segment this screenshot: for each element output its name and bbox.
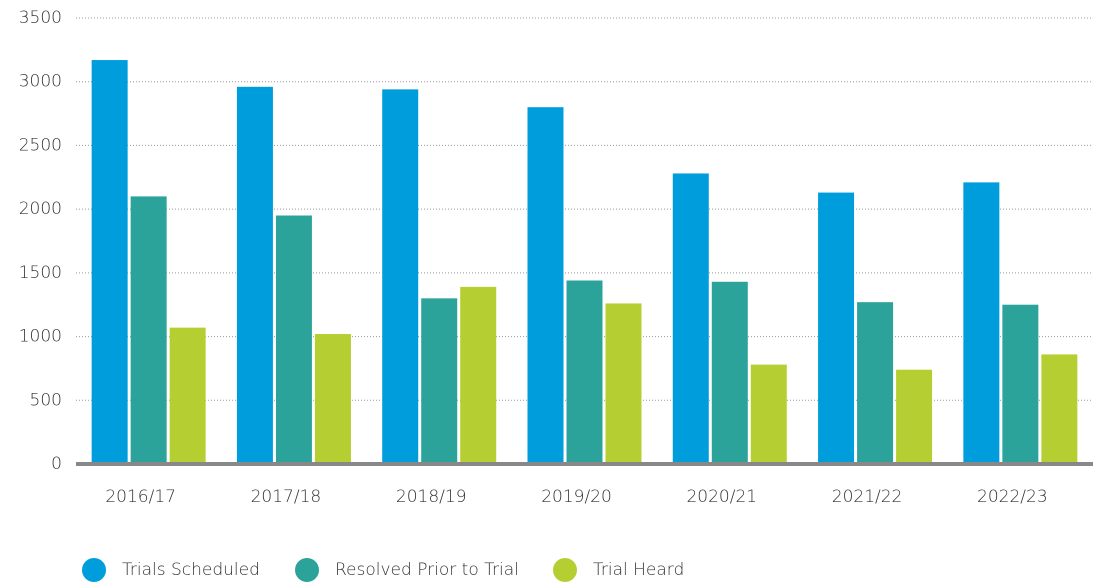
y-tick-label: 2500 <box>19 135 62 155</box>
bar <box>818 192 855 464</box>
y-tick-label: 2000 <box>19 199 62 219</box>
bar <box>314 334 351 464</box>
bar <box>711 281 748 464</box>
bar <box>896 369 933 464</box>
x-tick-label: 2021/22 <box>832 487 903 507</box>
x-tick-label: 2017/18 <box>251 487 322 507</box>
y-tick-label: 3000 <box>19 72 62 92</box>
bar <box>382 89 419 465</box>
bar <box>91 60 128 465</box>
legend-swatch <box>295 558 319 582</box>
bar <box>963 182 1000 464</box>
x-tick-label: 2018/19 <box>396 487 467 507</box>
bar <box>421 298 458 464</box>
legend-swatch <box>553 558 577 582</box>
bar <box>460 286 497 464</box>
legend-swatch <box>82 558 106 582</box>
y-tick-label: 3500 <box>19 8 62 28</box>
x-tick-label: 2016/17 <box>105 487 176 507</box>
bar <box>672 173 709 464</box>
bar <box>1041 354 1078 464</box>
y-tick-label: 500 <box>30 390 62 410</box>
bar <box>169 327 206 464</box>
bar <box>130 196 167 464</box>
bar <box>236 86 273 464</box>
bar <box>857 302 894 464</box>
bar <box>566 280 603 464</box>
legend-label: Trials Scheduled <box>122 560 260 580</box>
bar <box>750 364 787 464</box>
y-tick-label: 1000 <box>19 327 62 347</box>
x-tick-label: 2022/23 <box>977 487 1048 507</box>
x-tick-label: 2019/20 <box>541 487 612 507</box>
bar <box>1002 304 1039 464</box>
legend-label: Trial Heard <box>593 560 684 580</box>
bar <box>527 107 564 464</box>
y-tick-label: 1500 <box>19 263 62 283</box>
bar <box>605 303 642 464</box>
x-tick-label: 2020/21 <box>686 487 757 507</box>
legend-label: Resolved Prior to Trial <box>335 560 519 580</box>
y-tick-label: 0 <box>51 454 62 474</box>
bar <box>275 215 312 464</box>
